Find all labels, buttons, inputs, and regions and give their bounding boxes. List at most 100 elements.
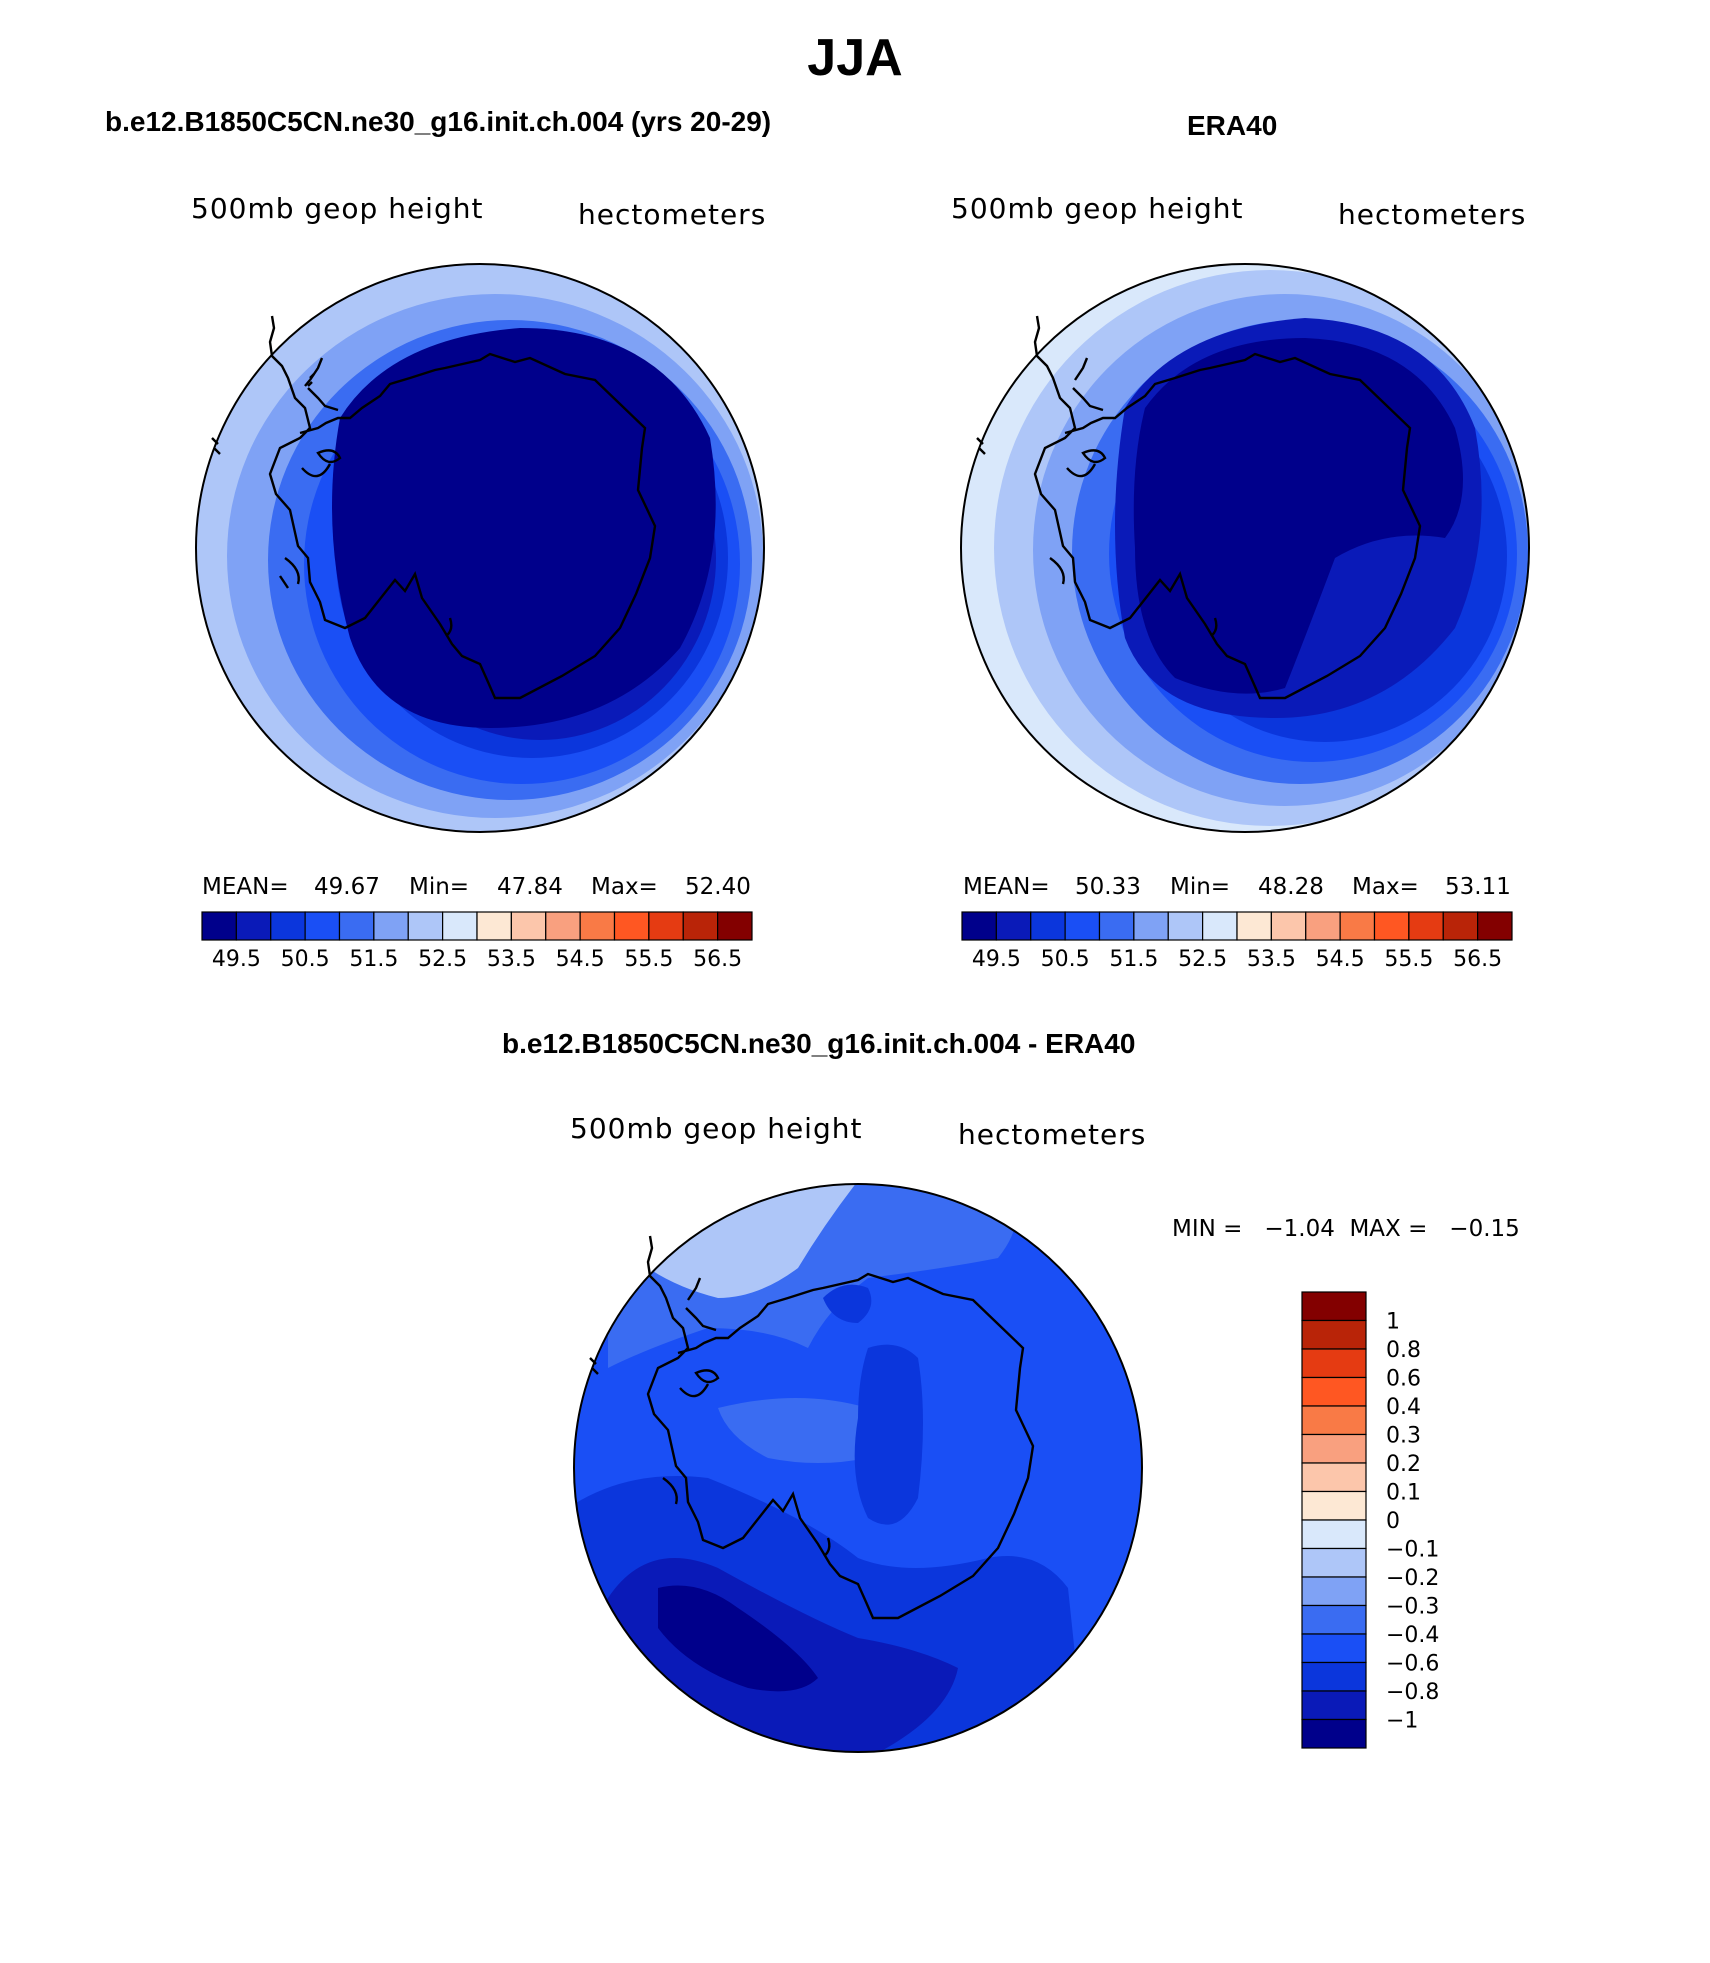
- panel-right-min-value: 48.28: [1258, 874, 1324, 900]
- panel-left-coastline: [211, 315, 657, 700]
- panel-left-colorbar-box: [304, 911, 341, 941]
- diff-colorbar-tick-label: −0.8: [1386, 1680, 1439, 1705]
- panel-left-contours: [196, 264, 764, 832]
- panel-left-colorbar-tick-label: 49.5: [212, 947, 261, 972]
- diff-colorbar-box: [1301, 1690, 1367, 1721]
- panel-left-colorbar-box: [579, 911, 616, 941]
- panel-left-colorbar-box: [510, 911, 547, 941]
- diff-map: [573, 1183, 1143, 1753]
- panel-right-colorbar-tick-label: 56.5: [1453, 947, 1502, 972]
- panel-left-colorbar-box: [613, 911, 650, 941]
- panel-right-colorbar-box: [961, 911, 997, 941]
- panel-left-min-label: Min=: [409, 874, 470, 900]
- panel-left-title: b.e12.B1850C5CN.ne30_g16.init.ch.004 (yr…: [105, 106, 772, 137]
- panel-right-colorbar-box: [1408, 911, 1444, 941]
- panel-left-colorbar-box: [201, 911, 237, 941]
- panel-right-colorbar-box: [1339, 911, 1376, 941]
- panel-left-colorbar-box: [407, 911, 444, 941]
- diff-colorbar-tick-label: −0.6: [1386, 1652, 1439, 1677]
- diff-colorbar-box: [1301, 1576, 1367, 1607]
- panel-right-title: ERA40: [1187, 110, 1278, 141]
- panel-left-colorbar-tick-label: 52.5: [418, 947, 467, 972]
- diff-colorbar-box: [1301, 1718, 1367, 1749]
- panel-left-colorbar-tick-label: 50.5: [281, 947, 330, 972]
- panel-left-colorbar-box: [235, 911, 272, 941]
- panel-right-colorbar-box: [1236, 911, 1272, 941]
- panel-right-colorbar-box: [1202, 911, 1238, 941]
- panel-left-colorbar-box: [338, 911, 375, 941]
- panel-right-mean-label: MEAN=: [963, 874, 1050, 900]
- panel-right-map: [960, 263, 1530, 833]
- diff-coastline: [589, 1235, 1035, 1620]
- diff-panel-title: b.e12.B1850C5CN.ne30_g16.init.ch.004 - E…: [502, 1028, 1136, 1059]
- diff-colorbar-box: [1301, 1661, 1367, 1692]
- diff-colorbar-box: [1301, 1462, 1367, 1493]
- diff-map-border: [573, 1183, 1143, 1753]
- diff-colorbar-tick-label: 0.2: [1386, 1452, 1421, 1477]
- panel-right-colorbar-tick-label: 54.5: [1316, 947, 1365, 972]
- panel-right-colorbar-box: [1442, 911, 1479, 941]
- diff-colorbar-tick-label: 0.4: [1386, 1395, 1421, 1420]
- panel-left-map-border: [195, 263, 765, 833]
- panel-left-colorbar-box: [373, 911, 409, 941]
- diff-colorbar-tick-label: −0.2: [1386, 1566, 1439, 1591]
- panel-left-map: [195, 263, 765, 833]
- panel-left-colorbar-box: [648, 911, 684, 941]
- diff-colorbar: 1 0.8 0.6 0.4 0.3 0.2 0.1 0 −0.1 −0.2 −0.3 −0.4 −0.6…: [1301, 1291, 1439, 1749]
- panel-right-max-value: 53.11: [1445, 874, 1511, 900]
- figure-title: JJA: [807, 29, 903, 87]
- diff-colorbar-box: [1301, 1405, 1367, 1436]
- panel-right-min-label: Min=: [1170, 874, 1231, 900]
- panel-right-colorbar-tick-label: 52.5: [1178, 947, 1227, 972]
- diff-colorbar-tick-label: 0: [1386, 1509, 1400, 1534]
- panel-right-colorbar-box: [1477, 911, 1513, 941]
- panel-right-colorbar-tick-label: 53.5: [1247, 947, 1296, 972]
- panel-right-max-label: Max=: [1352, 874, 1419, 900]
- panel-right-colorbar-box: [1064, 911, 1101, 941]
- diff-colorbar-tick-label: 0.3: [1386, 1424, 1421, 1449]
- diff-colorbar-box: [1301, 1547, 1367, 1578]
- panel-left-colorbar-tick-label: 54.5: [556, 947, 605, 972]
- panel-right-colorbar-tick-label: 49.5: [972, 947, 1021, 972]
- panel-left-mean-label: MEAN=: [202, 874, 289, 900]
- diff-minmax-text: MIN = −1.04 MAX = −0.15: [1172, 1216, 1520, 1242]
- diff-colorbar-box: [1301, 1319, 1367, 1350]
- panel-left-colorbar-box: [476, 911, 512, 941]
- diff-variable-label: 500mb geop height: [570, 1112, 863, 1145]
- diff-colorbar-box: [1301, 1376, 1367, 1407]
- diff-colorbar-box: [1301, 1604, 1367, 1635]
- panel-left-colorbar-box: [442, 911, 478, 941]
- panel-left-colorbar-tick-label: 55.5: [624, 947, 673, 972]
- panel-right-contours: [961, 264, 1529, 832]
- diff-units-label: hectometers: [958, 1118, 1147, 1151]
- diff-contours: [574, 1184, 1142, 1752]
- panel-right-colorbar-box: [1030, 911, 1066, 941]
- panel-left-colorbar-tick-label: 51.5: [349, 947, 398, 972]
- panel-right-colorbar-box: [1305, 911, 1341, 941]
- panel-right-mean-value: 50.33: [1075, 874, 1141, 900]
- panel-right-colorbar-box: [1270, 911, 1307, 941]
- diff-colorbar-tick-label: −0.3: [1386, 1595, 1439, 1620]
- diff-colorbar-tick-label: 0.1: [1386, 1481, 1421, 1506]
- diff-colorbar-box: [1301, 1633, 1367, 1664]
- panel-left-colorbar-tick-label: 53.5: [487, 947, 536, 972]
- diff-colorbar-box: [1301, 1519, 1367, 1550]
- diff-colorbar-tick-label: −1: [1386, 1709, 1418, 1734]
- panel-left-max-label: Max=: [591, 874, 658, 900]
- panel-left-colorbar-tick-label: 56.5: [693, 947, 742, 972]
- panel-left-colorbar-box: [717, 911, 753, 941]
- panel-left-colorbar-box: [545, 911, 581, 941]
- diff-colorbar-tick-label: −0.4: [1386, 1623, 1439, 1648]
- panel-left-max-value: 52.40: [685, 874, 751, 900]
- panel-left-mean-value: 49.67: [314, 874, 380, 900]
- panel-left-variable-label: 500mb geop height: [191, 192, 484, 225]
- diff-colorbar-tick-label: −0.1: [1386, 1538, 1439, 1563]
- panel-left-units-label: hectometers: [578, 198, 767, 231]
- panel-left-colorbar-box: [270, 911, 306, 941]
- diff-colorbar-box: [1301, 1433, 1367, 1464]
- panel-right-colorbar: 49.5 50.5 51.5 52.5 53.5 54.5 55.5 56.5: [961, 911, 1513, 972]
- panel-right-colorbar-box: [1098, 911, 1135, 941]
- panel-right-colorbar-tick-label: 51.5: [1109, 947, 1158, 972]
- diff-colorbar-tick-label: 0.8: [1386, 1338, 1421, 1363]
- panel-right-variable-label: 500mb geop height: [951, 192, 1244, 225]
